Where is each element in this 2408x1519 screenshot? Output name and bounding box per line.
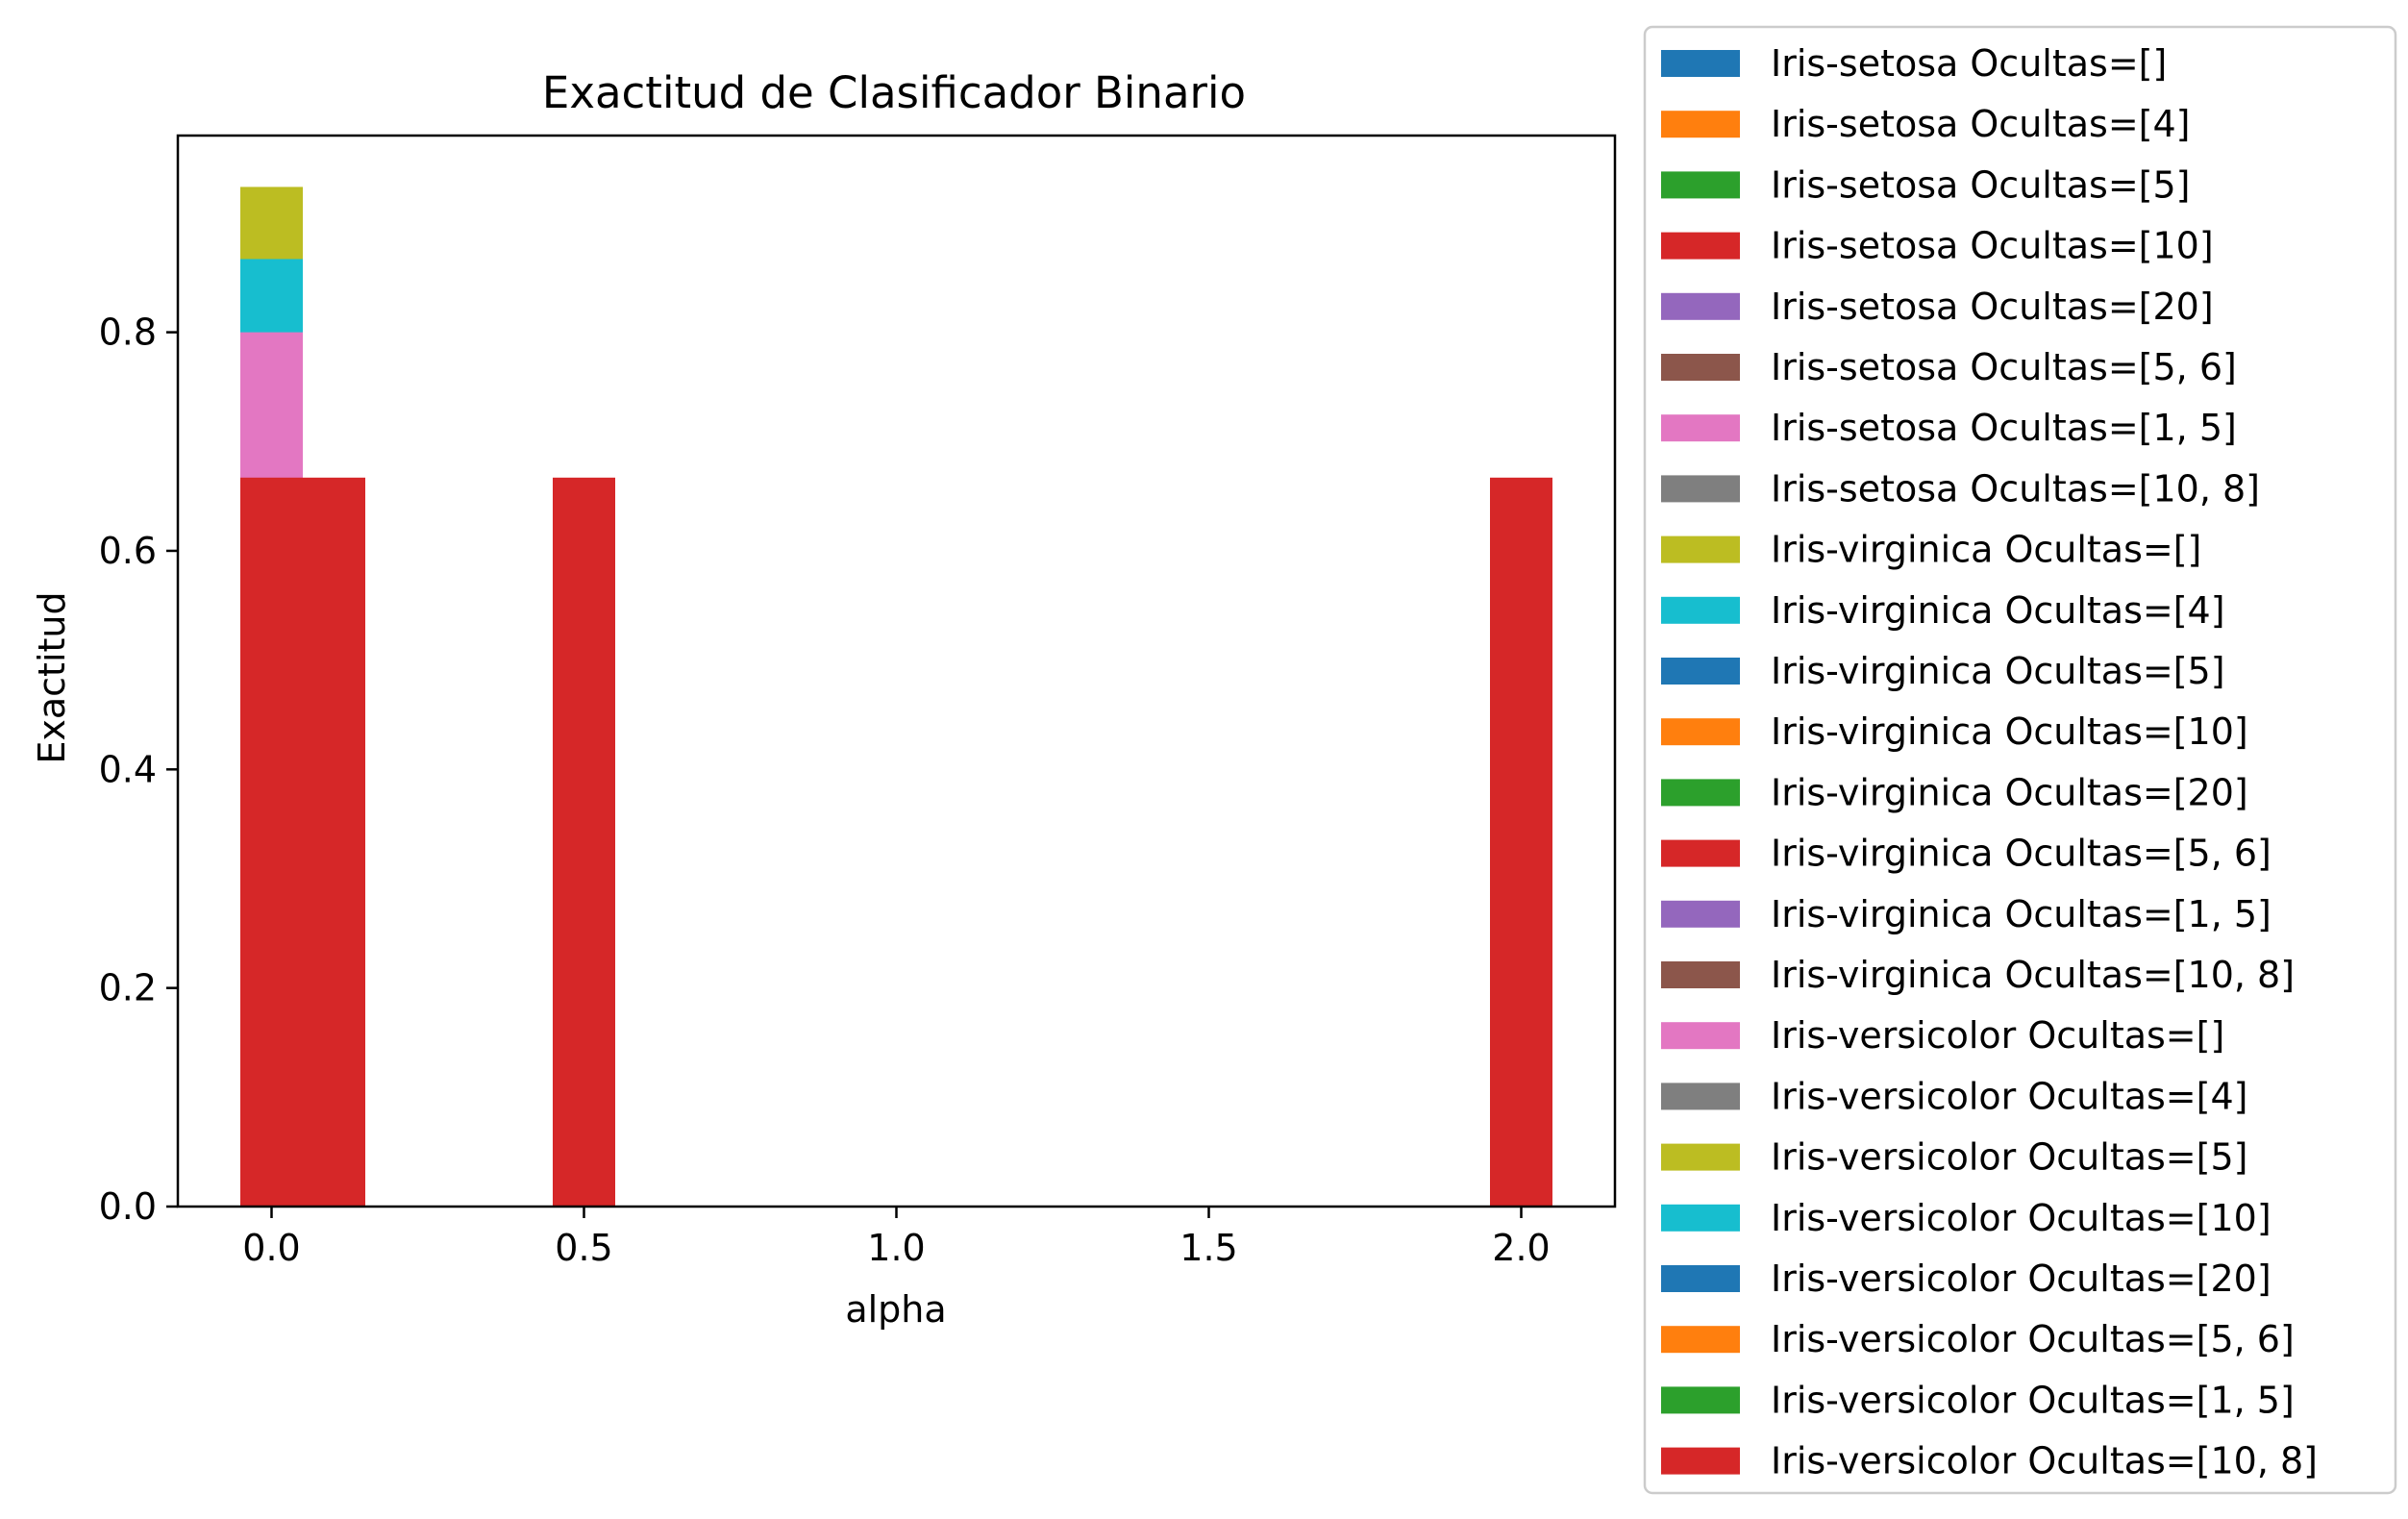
legend-swatch <box>1661 1083 1740 1110</box>
legend-label: Iris-setosa Ocultas=[10] <box>1771 225 2214 267</box>
legend-swatch <box>1661 50 1740 77</box>
legend-swatch <box>1661 596 1740 624</box>
legend-swatch <box>1661 1204 1740 1232</box>
legend-swatch <box>1661 1143 1740 1171</box>
legend-label: Iris-virginica Ocultas=[20] <box>1771 771 2248 813</box>
legend-swatch <box>1661 475 1740 503</box>
x-tick-label: 2.0 <box>1492 1227 1550 1269</box>
legend-label: Iris-versicolor Ocultas=[1, 5] <box>1771 1379 2295 1421</box>
legend-label: Iris-versicolor Ocultas=[10] <box>1771 1197 2271 1239</box>
legend-label: Iris-setosa Ocultas=[20] <box>1771 286 2214 328</box>
legend-label: Iris-versicolor Ocultas=[5, 6] <box>1771 1318 2295 1360</box>
legend-label: Iris-setosa Ocultas=[10, 8] <box>1771 467 2260 510</box>
legend-swatch <box>1661 171 1740 199</box>
x-tick-label: 1.5 <box>1179 1227 1237 1269</box>
legend-swatch <box>1661 658 1740 685</box>
legend-swatch <box>1661 1326 1740 1354</box>
bar <box>303 477 365 1207</box>
legend-swatch <box>1661 292 1740 320</box>
bar <box>1490 477 1552 1207</box>
x-axis: 0.0 0.5 1.0 1.5 2.0 <box>242 1207 1551 1269</box>
y-tick-label: 0.8 <box>99 311 157 354</box>
legend-label: Iris-virginica Ocultas=[4] <box>1771 589 2225 632</box>
x-tick-label: 0.5 <box>555 1227 612 1269</box>
legend-label: Iris-setosa Ocultas=[1, 5] <box>1771 407 2237 449</box>
y-tick-label: 0.4 <box>99 748 157 790</box>
legend-label: Iris-virginica Ocultas=[] <box>1771 529 2201 571</box>
y-axis: 0.0 0.2 0.4 0.6 0.8 <box>99 311 178 1228</box>
x-tick-label: 1.0 <box>867 1227 925 1269</box>
y-tick-label: 0.2 <box>99 967 157 1009</box>
legend-label: Iris-virginica Ocultas=[5, 6] <box>1771 833 2271 875</box>
legend-swatch <box>1661 961 1740 988</box>
legend-label: Iris-versicolor Ocultas=[4] <box>1771 1075 2247 1117</box>
legend-label: Iris-virginica Ocultas=[10] <box>1771 710 2248 753</box>
legend-label: Iris-versicolor Ocultas=[5] <box>1771 1136 2247 1179</box>
legend-swatch <box>1661 1022 1740 1050</box>
legend-swatch <box>1661 839 1740 867</box>
legend-swatch <box>1661 1386 1740 1414</box>
legend-swatch <box>1661 718 1740 746</box>
legend-label: Iris-setosa Ocultas=[] <box>1771 42 2167 85</box>
legend-swatch <box>1661 535 1740 563</box>
legend-label: Iris-versicolor Ocultas=[10, 8] <box>1771 1440 2318 1482</box>
legend-label: Iris-versicolor Ocultas=[20] <box>1771 1258 2271 1300</box>
y-axis-label: Exactitud <box>31 591 73 763</box>
legend-label: Iris-setosa Ocultas=[5] <box>1771 163 2190 206</box>
legend-label: Iris-setosa Ocultas=[4] <box>1771 103 2190 145</box>
plot-area-frame <box>176 134 1617 1208</box>
legend-swatch <box>1661 1447 1740 1475</box>
legend-swatch <box>1661 232 1740 260</box>
x-tick-label: 0.0 <box>242 1227 300 1269</box>
bar <box>553 477 615 1207</box>
legend-swatch <box>1661 354 1740 381</box>
legend-frame <box>1643 25 2397 1495</box>
legend-label: Iris-setosa Ocultas=[5, 6] <box>1771 346 2237 388</box>
legend-label: Iris-virginica Ocultas=[5] <box>1771 650 2225 692</box>
legend: Iris-setosa Ocultas=[] Iris-setosa Oculta… <box>1643 25 2397 1495</box>
chart-title: Exactitud de Clasificador Binario <box>542 67 1246 118</box>
legend-swatch <box>1661 414 1740 442</box>
legend-label: Iris-versicolor Ocultas=[] <box>1771 1014 2224 1057</box>
bars-group <box>240 187 1552 1208</box>
y-tick-label: 0.0 <box>99 1185 157 1228</box>
y-tick-label: 0.6 <box>99 530 157 572</box>
legend-swatch <box>1661 111 1740 138</box>
legend-label: Iris-virginica Ocultas=[10, 8] <box>1771 954 2295 996</box>
bar <box>240 477 303 1207</box>
legend-swatch <box>1661 779 1740 807</box>
x-axis-label: alpha <box>845 1288 946 1331</box>
legend-swatch <box>1661 1265 1740 1292</box>
legend-swatch <box>1661 900 1740 928</box>
legend-label: Iris-virginica Ocultas=[1, 5] <box>1771 893 2271 935</box>
